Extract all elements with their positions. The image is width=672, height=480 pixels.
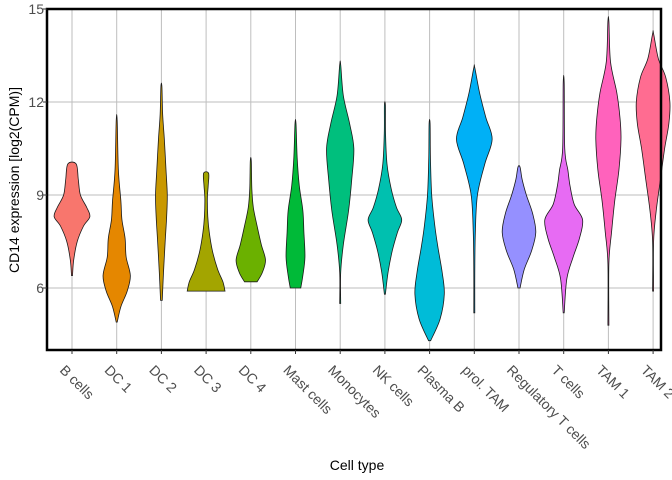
x-axis-title: Cell type <box>330 457 385 473</box>
y-tick-label-6: 6 <box>36 280 44 296</box>
x-tick-label-tam-2: TAM 2 <box>638 362 672 402</box>
violin-dc-3 <box>186 171 226 292</box>
x-tick-label-dc-3: DC 3 <box>191 362 225 396</box>
violin-nk-cells <box>367 101 403 295</box>
x-tick-label-dc-1: DC 1 <box>102 362 136 396</box>
violins <box>53 15 671 342</box>
violin-dc-4 <box>235 157 266 283</box>
violin-monocytes <box>326 60 355 304</box>
y-axis-title: CD14 expression [log2(CPM)] <box>6 87 22 273</box>
x-tick-label-regulatory-t-cells: Regulatory T cells <box>504 362 594 452</box>
x-tick-label-dc-2: DC 2 <box>146 362 180 396</box>
plot-panel-border <box>45 7 663 352</box>
x-tick-label-t-cells: T cells <box>549 362 589 402</box>
violin-dc-1 <box>102 113 131 323</box>
x-tick-label-prol-tam: prol. TAM <box>459 362 512 415</box>
violin-regulatory-t-cells <box>501 165 537 289</box>
violin-plasma-b <box>414 119 445 342</box>
y-tick-label-9: 9 <box>36 187 44 203</box>
violin-b-cells <box>53 161 91 276</box>
y-tick-label-12: 12 <box>28 94 44 110</box>
x-tick-label-dc-4: DC 4 <box>236 362 270 396</box>
violin-mast-cells <box>285 119 306 289</box>
violin-tam-2 <box>635 30 671 292</box>
violin-t-cells <box>544 74 584 314</box>
violin-tam-1 <box>595 15 622 326</box>
x-tick-label-b-cells: B cells <box>57 362 97 402</box>
x-tick-label-plasma-b: Plasma B <box>414 362 468 416</box>
x-tick-label-tam-1: TAM 1 <box>593 362 633 402</box>
violin-dc-2 <box>155 82 168 301</box>
y-tick-label-15: 15 <box>28 1 44 17</box>
violin-prol-tam <box>456 64 493 314</box>
